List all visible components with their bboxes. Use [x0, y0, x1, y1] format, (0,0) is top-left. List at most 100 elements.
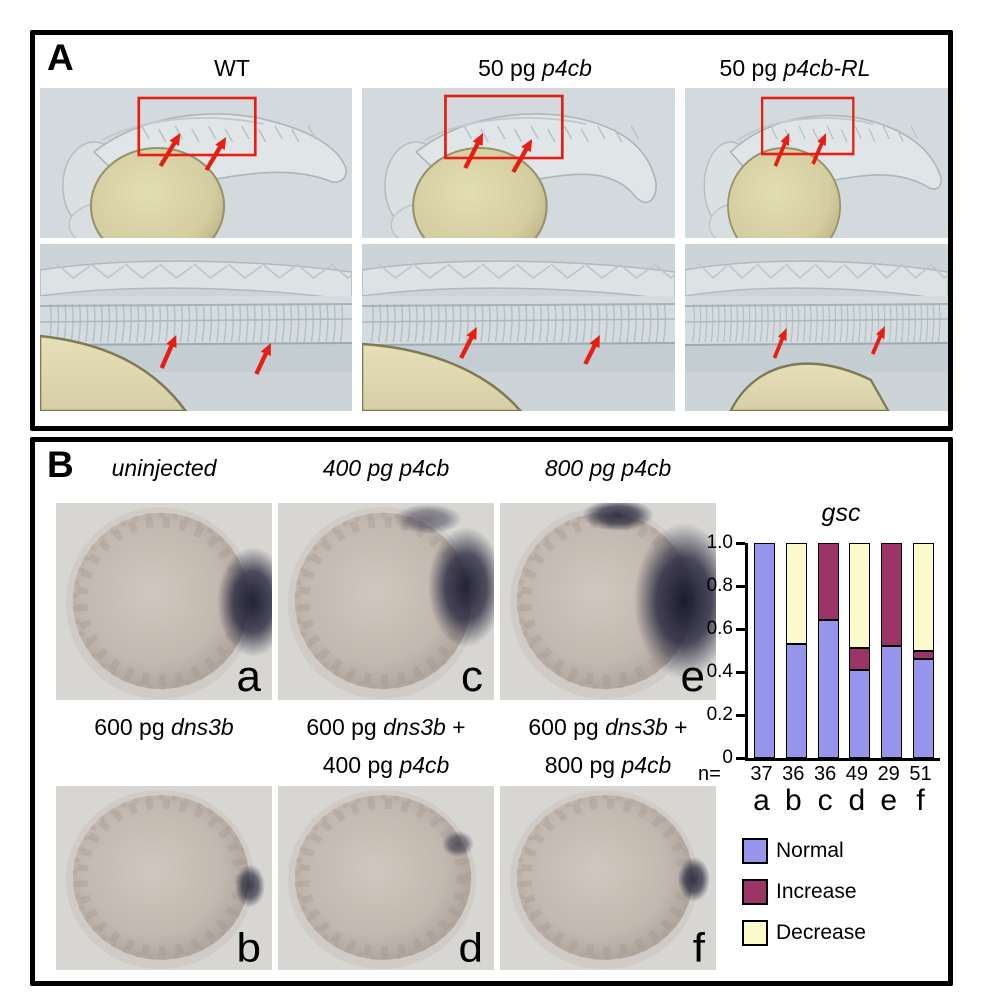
n-value-e: 29	[877, 763, 900, 785]
category-letter-a: a	[753, 784, 770, 817]
y-axis-tick-label: 1.0	[706, 532, 733, 553]
embryo-yolk	[89, 147, 226, 238]
legend-swatch-normal	[742, 838, 768, 864]
chart-title: gsc	[821, 499, 861, 527]
panel-b-label: B	[47, 444, 74, 485]
micrograph-embryo-d: d	[278, 786, 494, 970]
embryo-letter-label: f	[693, 925, 705, 970]
panel-a-title-50pg-p4cb: 50 pg p4cb	[478, 55, 592, 81]
bar-segment-normal-c	[817, 620, 839, 758]
legend-swatch-decrease	[742, 920, 768, 946]
y-axis-tick	[736, 541, 745, 545]
embryo-letter-label: d	[459, 925, 483, 970]
micrograph-embryo-side-p4cb-rl	[685, 88, 948, 238]
gsc-expression-stain	[678, 856, 710, 902]
bar-segment-normal-f	[913, 659, 934, 758]
micrograph-embryo-side-wt	[40, 88, 352, 238]
micrograph-trunk-closeup-p4cb-rl	[685, 244, 948, 411]
legend-swatch-increase	[742, 879, 768, 905]
y-axis-tick-label: 0	[722, 747, 733, 768]
n-value-c: 36	[813, 763, 837, 785]
caption-line: 400 pg p4cb	[322, 752, 450, 778]
embryo-letter-label: b	[237, 925, 261, 970]
y-axis-tick-label: 0.4	[706, 661, 733, 682]
embryo-yolk	[40, 336, 186, 411]
gsc-expression-stain	[634, 523, 716, 679]
micrograph-embryo-side-p4cb	[362, 88, 675, 238]
n-value-d: 49	[845, 763, 869, 785]
gsc-expression-stain	[217, 547, 272, 657]
y-axis-tick	[736, 756, 745, 760]
gsc-expression-stain	[235, 864, 265, 908]
y-axis-tick-label: 0.6	[706, 618, 733, 639]
bar-segment-normal-b	[785, 644, 807, 758]
panel-a: A WT 50 pg p4cb 50 pg p4cb-RL	[30, 30, 953, 431]
caption-line: 600 pg dns3b	[94, 714, 234, 740]
gsc-expression-stain	[442, 830, 474, 857]
red-arrow-icon	[811, 133, 827, 165]
caption-uninjected: uninjected	[111, 455, 217, 481]
bar-segment-normal-d	[849, 669, 871, 758]
category-letter-f: f	[916, 784, 925, 817]
y-axis-tick	[736, 627, 745, 631]
red-arrow-icon	[459, 327, 477, 359]
n-value-a: 37	[750, 763, 773, 785]
bar-segment-increase-e	[881, 543, 903, 647]
caption-line: 600 pg dns3b +	[306, 714, 466, 740]
caption-line: 600 pg dns3b +	[528, 714, 688, 740]
red-arrow-icon	[463, 133, 484, 169]
red-arrow-icon	[159, 335, 177, 369]
micrograph-trunk-closeup-wt	[40, 244, 352, 411]
y-axis-tick	[736, 713, 745, 717]
chart-n-prefix: n=	[698, 763, 721, 785]
bar-segment-decrease-d	[849, 543, 871, 649]
y-axis-tick-label: 0.2	[706, 704, 733, 725]
red-arrow-icon	[204, 137, 227, 172]
red-inset-box	[444, 94, 564, 160]
red-arrow-icon	[158, 133, 181, 168]
embryo-yolk	[362, 344, 521, 411]
embryo-body	[517, 795, 693, 960]
legend-label-normal: Normal	[776, 839, 844, 862]
category-letter-b: b	[784, 784, 802, 817]
red-inset-box	[137, 96, 257, 157]
red-arrow-icon	[773, 133, 790, 167]
bar-segment-normal-e	[881, 646, 903, 758]
bar-segment-increase-d	[849, 648, 871, 670]
embryo-yolk	[730, 363, 889, 411]
n-value-b: 36	[782, 763, 805, 785]
panel-a-label: A	[47, 37, 74, 78]
bar-segment-increase-f	[913, 650, 934, 660]
red-arrow-icon	[583, 335, 600, 365]
gsc-expression-stain	[428, 527, 494, 647]
embryo-body	[295, 795, 471, 960]
embryo-letter-label: e	[681, 652, 705, 700]
caption-800pg-p4cb: 800 pg p4cb	[544, 455, 672, 481]
micrograph-embryo-e: e	[500, 503, 716, 700]
embryo-body	[73, 513, 249, 689]
panel-a-title-50pg-p4cb-rl: 50 pg p4cb-RL	[719, 55, 871, 81]
embryo-body	[295, 513, 471, 689]
embryo-letter-label: a	[237, 652, 262, 700]
bar-segment-decrease-b	[785, 543, 807, 645]
y-axis-tick	[736, 584, 745, 588]
red-arrow-icon	[870, 326, 885, 355]
y-axis-tick-label: 0.8	[706, 575, 733, 596]
n-value-f: 51	[909, 763, 932, 785]
legend-label-decrease: Decrease	[776, 921, 866, 944]
caption-line: 800 pg p4cb	[544, 752, 672, 778]
micrograph-embryo-c: c	[278, 503, 494, 700]
legend-label-increase: Increase	[776, 880, 857, 903]
red-arrow-icon	[772, 328, 787, 359]
category-letter-e: e	[880, 784, 898, 817]
micrograph-embryo-f: f	[500, 786, 716, 970]
red-arrow-icon	[511, 139, 533, 174]
panel-a-title-wt: WT	[214, 55, 250, 81]
caption-600pg-dns3b-400pg-p4cb: 600 pg dns3b + 400 pg p4cb	[273, 708, 499, 784]
y-axis-tick	[736, 670, 745, 674]
bar-segment-normal-a	[754, 543, 775, 758]
bar-segment-decrease-f	[913, 543, 934, 651]
category-letter-d: d	[848, 784, 866, 817]
caption-400pg-p4cb: 400 pg p4cb	[322, 455, 450, 481]
